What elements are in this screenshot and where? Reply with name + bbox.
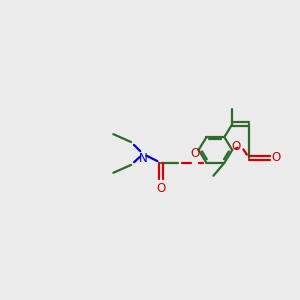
Text: O: O — [156, 182, 166, 195]
Text: O: O — [190, 147, 199, 160]
Text: O: O — [231, 140, 240, 152]
Text: O: O — [272, 152, 281, 164]
Text: N: N — [139, 152, 147, 165]
